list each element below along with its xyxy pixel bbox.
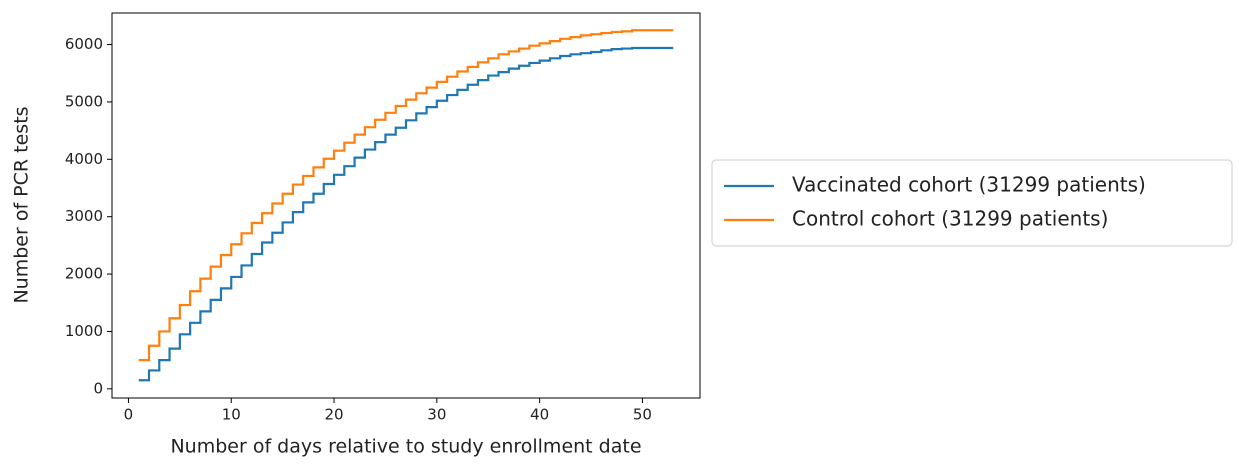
legend-box <box>711 159 1233 247</box>
legend-label: Vaccinated cohort (31299 patients) <box>792 173 1146 197</box>
x-tick-label: 20 <box>324 406 343 424</box>
x-tick-label: 40 <box>530 406 549 424</box>
x-axis-label: Number of days relative to study enrollm… <box>170 436 641 458</box>
x-tick-label: 10 <box>222 406 241 424</box>
plot-frame <box>111 12 701 399</box>
y-axis-label: Number of PCR tests <box>11 106 33 303</box>
x-tick-label: 0 <box>124 406 134 424</box>
y-tick-label: 4000 <box>65 150 103 168</box>
series-line <box>138 29 674 362</box>
y-tick-label: 3000 <box>65 207 103 225</box>
legend-label: Control cohort (31299 patients) <box>792 207 1108 231</box>
y-tick-label: 5000 <box>65 92 103 110</box>
series-line <box>138 46 674 382</box>
x-tick-label: 30 <box>427 406 446 424</box>
y-tick-label: 2000 <box>65 265 103 283</box>
y-tick-label: 6000 <box>65 35 103 53</box>
x-tick-label: 50 <box>633 406 652 424</box>
y-tick-label: 0 <box>93 379 103 397</box>
y-tick-label: 1000 <box>65 322 103 340</box>
